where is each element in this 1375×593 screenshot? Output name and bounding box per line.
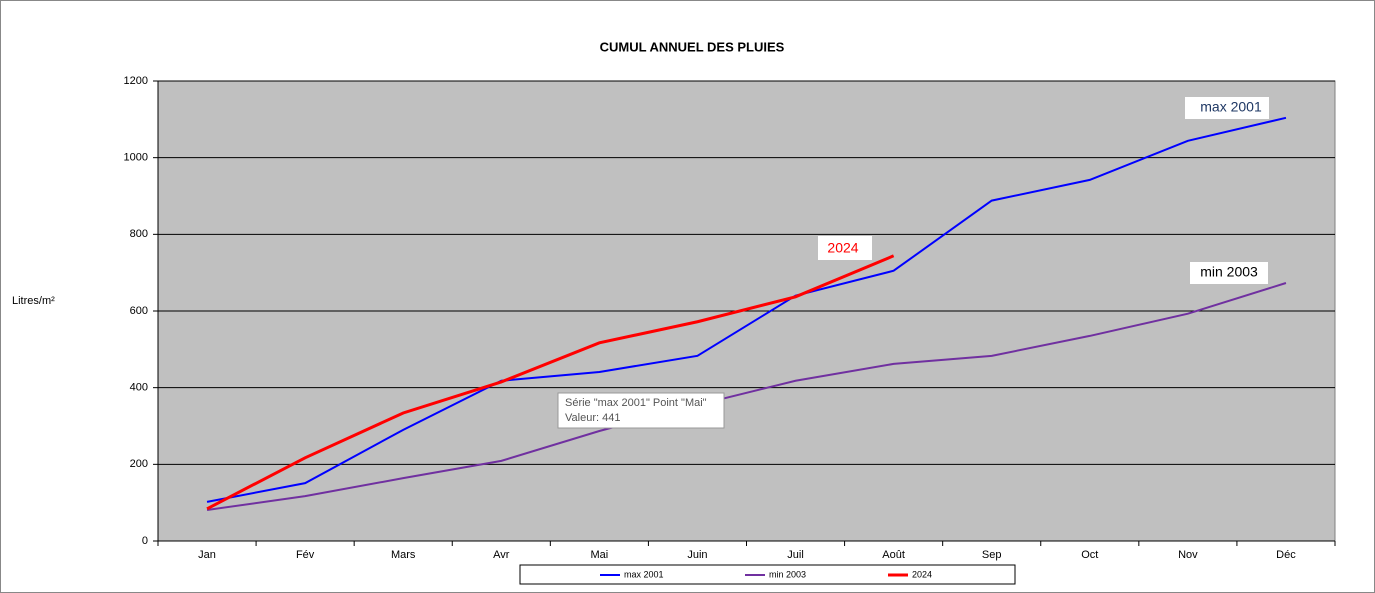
x-tick-label: Jan bbox=[198, 549, 216, 561]
series-line bbox=[206, 282, 1287, 511]
y-tick-label: 400 bbox=[130, 382, 148, 394]
y-tick-label: 600 bbox=[130, 305, 148, 317]
y-tick-label: 800 bbox=[130, 228, 148, 240]
legend-label: 2024 bbox=[912, 569, 932, 579]
x-tick-label: Déc bbox=[1276, 549, 1296, 561]
x-tick-label: Août bbox=[882, 549, 905, 561]
series-line bbox=[206, 254, 895, 511]
chart-title: CUMUL ANNUEL DES PLUIES bbox=[600, 39, 785, 54]
x-tick-label: Mai bbox=[591, 549, 609, 561]
y-tick-label: 200 bbox=[130, 458, 148, 470]
x-tick-label: Juil bbox=[787, 549, 804, 561]
annotation: max 2001 bbox=[1200, 99, 1262, 115]
tooltip bbox=[557, 392, 725, 429]
x-tick-label: Fév bbox=[296, 549, 315, 561]
y-tick-label: 0 bbox=[142, 535, 148, 547]
x-tick-label: Mars bbox=[391, 549, 416, 561]
y-tick-label: 1000 bbox=[124, 152, 148, 164]
annotation-box bbox=[1190, 262, 1268, 284]
tooltip-text: Valeur: 441 bbox=[565, 412, 620, 424]
annotation-box bbox=[1185, 97, 1269, 119]
legend-label: max 2001 bbox=[624, 569, 664, 579]
x-tick-label: Juin bbox=[687, 549, 707, 561]
x-tick-label: Nov bbox=[1178, 549, 1198, 561]
x-tick-label: Avr bbox=[493, 549, 510, 561]
annotation: min 2003 bbox=[1200, 264, 1258, 280]
annotation: 2024 bbox=[827, 240, 858, 256]
y-tick-label: 1200 bbox=[124, 75, 148, 87]
x-tick-label: Oct bbox=[1081, 549, 1098, 561]
annotation-box bbox=[818, 236, 872, 260]
x-tick-label: Sep bbox=[982, 549, 1002, 561]
y-axis-label: Litres/m² bbox=[12, 295, 55, 307]
legend bbox=[519, 564, 1016, 585]
tooltip-text: Série "max 2001" Point "Mai" bbox=[565, 397, 707, 409]
legend-label: min 2003 bbox=[769, 569, 806, 579]
series-line bbox=[206, 116, 1287, 503]
